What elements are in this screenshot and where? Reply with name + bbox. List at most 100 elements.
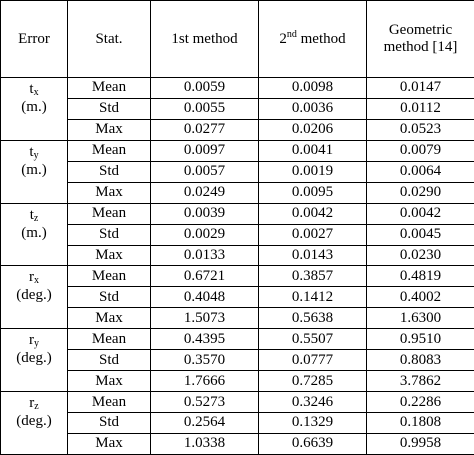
first-method-cell: 0.0097 <box>150 139 259 162</box>
first-method-cell: 1.5073 <box>150 307 259 330</box>
table-body: tx (m.) Mean 0.0059 0.0098 0.0147 Std 0.0055 0.0… <box>0 77 474 455</box>
stat-cell: Max <box>67 118 151 141</box>
stat-cell: Max <box>67 432 151 455</box>
header-geometric-line1: Geometric <box>388 22 453 38</box>
error-unit: (deg.) <box>16 350 52 367</box>
second-method-cell: 0.5638 <box>258 307 367 330</box>
table-row: Std 0.3570 0.0777 0.8083 <box>1 349 474 372</box>
header-second-method: 2nd method <box>258 0 367 78</box>
first-method-cell: 0.6721 <box>150 265 259 288</box>
stat-cell: Mean <box>67 265 151 288</box>
second-method-cell: 0.3857 <box>258 265 367 288</box>
geometric-method-cell: 0.0045 <box>366 223 474 246</box>
table-row: Max 0.0133 0.0143 0.0230 <box>1 244 474 267</box>
first-method-cell: 0.0039 <box>150 202 259 225</box>
stat-cell: Mean <box>67 202 151 225</box>
stat-cell: Std <box>67 160 151 183</box>
geometric-method-cell: 0.0523 <box>366 118 474 141</box>
header-second-method-number: 2 <box>279 30 287 47</box>
error-axis-subscript: z <box>34 401 39 413</box>
stat-cell: Std <box>67 286 151 309</box>
table-row: Max 0.0277 0.0206 0.0523 <box>1 118 474 141</box>
second-method-cell: 0.0143 <box>258 244 367 267</box>
second-method-cell: 0.0019 <box>258 160 367 183</box>
geometric-method-cell: 0.0042 <box>366 202 474 225</box>
error-axis-subscript: x <box>33 87 39 98</box>
error-axis-subscript: x <box>34 275 39 287</box>
second-method-cell: 0.0206 <box>258 118 367 141</box>
geometric-method-cell: 0.0079 <box>366 139 474 162</box>
error-unit: (m.) <box>21 224 47 241</box>
stat-cell: Max <box>67 370 151 393</box>
first-method-cell: 1.0338 <box>150 432 259 455</box>
stat-cell: Max <box>67 307 151 330</box>
geometric-method-cell: 0.0230 <box>366 244 474 267</box>
table-row: Max 1.0338 0.6639 0.9958 <box>1 432 474 455</box>
geometric-method-cell: 0.0064 <box>366 160 474 183</box>
first-method-cell: 0.0133 <box>150 244 259 267</box>
geometric-method-cell: 1.6300 <box>366 307 474 330</box>
first-method-cell: 0.0057 <box>150 160 259 183</box>
stat-cell: Std <box>67 349 151 372</box>
table-row: rx (deg.) Mean 0.6721 0.3857 0.4819 <box>0 265 474 330</box>
geometric-method-cell: 0.0290 <box>366 181 474 204</box>
first-method-cell: 0.4048 <box>150 286 259 309</box>
error-symbol: r <box>29 332 34 349</box>
second-method-cell: 0.1412 <box>258 286 367 309</box>
error-symbol: t <box>29 81 34 97</box>
error-unit: (deg.) <box>16 287 52 304</box>
table-row: tx (m.) Mean 0.0059 0.0098 0.0147 <box>0 77 474 141</box>
second-method-cell: 0.0042 <box>258 202 367 225</box>
second-method-cell: 0.5507 <box>258 328 367 351</box>
error-label-cell: rx (deg.) <box>0 265 68 330</box>
geometric-method-cell: 0.1808 <box>366 412 474 434</box>
geometric-method-cell: 0.0147 <box>366 77 474 99</box>
first-method-cell: 0.4395 <box>150 328 259 351</box>
error-symbol: r <box>29 269 34 286</box>
stat-cell: Max <box>67 244 151 267</box>
table-row: Std 0.4048 0.1412 0.4002 <box>1 286 474 309</box>
second-method-cell: 0.6639 <box>258 432 367 455</box>
second-method-cell: 0.0095 <box>258 181 367 204</box>
second-method-cell: 0.1329 <box>258 412 367 434</box>
table-row: Std 0.2564 0.1329 0.1808 <box>1 412 474 434</box>
geometric-method-cell: 3.7862 <box>366 370 474 393</box>
error-symbol: t <box>29 206 34 223</box>
error-axis-subscript: y <box>34 338 39 350</box>
first-method-cell: 0.0277 <box>150 118 259 141</box>
first-method-cell: 0.3570 <box>150 349 259 372</box>
geometric-method-cell: 0.8083 <box>366 349 474 372</box>
geometric-method-cell: 0.4002 <box>366 286 474 309</box>
second-method-cell: 0.7285 <box>258 370 367 393</box>
second-method-cell: 0.0036 <box>258 97 367 120</box>
table-row: Max 0.0249 0.0095 0.0290 <box>1 181 474 204</box>
table-row: rz (deg.) Mean 0.5273 0.3246 0.2286 <box>0 391 474 455</box>
error-axis-subscript: z <box>33 212 39 224</box>
table-row: Std 0.0057 0.0019 0.0064 <box>1 160 474 183</box>
first-method-cell: 0.0249 <box>150 181 259 204</box>
error-label-cell: tx (m.) <box>0 77 68 141</box>
stat-cell: Mean <box>67 77 151 99</box>
error-axis-subscript: y <box>33 149 39 161</box>
first-method-cell: 0.0029 <box>150 223 259 246</box>
first-method-cell: 0.0059 <box>150 77 259 99</box>
second-method-cell: 0.3246 <box>258 391 367 413</box>
table-row: Max 1.7666 0.7285 3.7862 <box>1 370 474 393</box>
geometric-method-cell: 0.2286 <box>366 391 474 413</box>
error-label-cell: ry (deg.) <box>0 328 68 393</box>
header-stat: Stat. <box>67 0 151 78</box>
first-method-cell: 0.5273 <box>150 391 259 413</box>
stat-cell: Max <box>67 181 151 204</box>
stat-cell: Std <box>67 223 151 246</box>
stat-cell: Std <box>67 97 151 120</box>
first-method-cell: 1.7666 <box>150 370 259 393</box>
table-row: ty (m.) Mean 0.0097 0.0041 0.0079 <box>0 139 474 204</box>
error-symbol: t <box>29 143 34 160</box>
geometric-method-cell: 0.9958 <box>366 432 474 455</box>
first-method-cell: 0.0055 <box>150 97 259 120</box>
stat-cell: Std <box>67 412 151 434</box>
header-second-method-ordinal: nd <box>286 28 297 40</box>
geometric-method-cell: 0.9510 <box>366 328 474 351</box>
table-row: Max 1.5073 0.5638 1.6300 <box>1 307 474 330</box>
